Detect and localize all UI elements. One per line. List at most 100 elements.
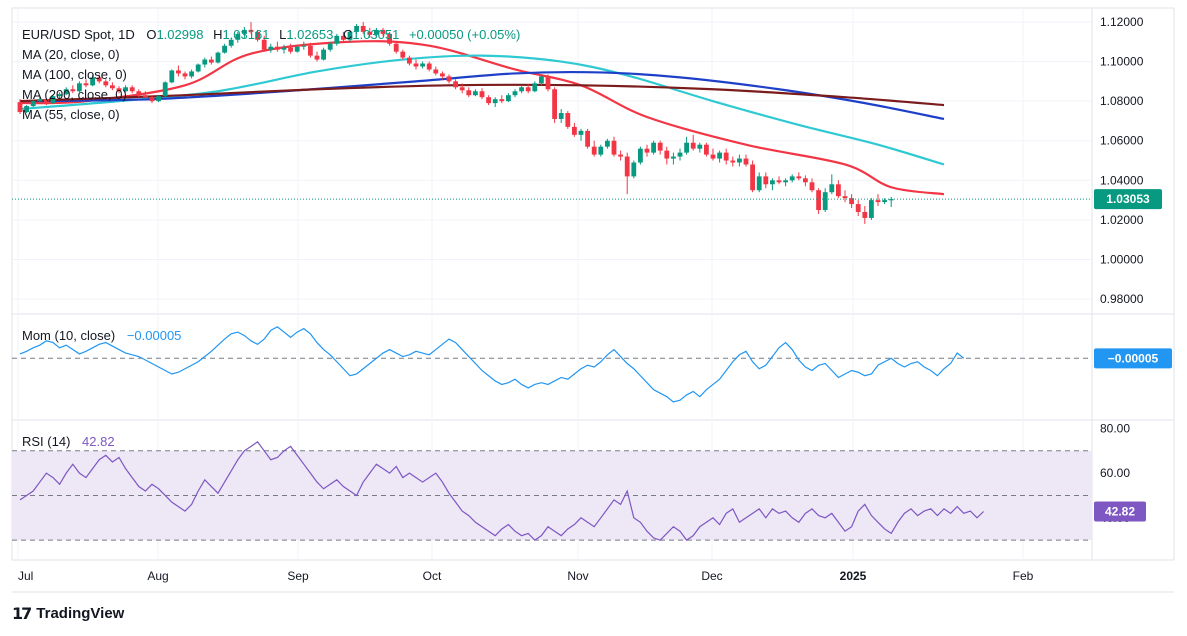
candle [70,85,76,94]
brand-logo[interactable]: 17 TradingView [12,604,124,623]
candle [789,174,795,183]
ma55-line [19,54,945,166]
rsi-legend-label[interactable]: RSI (14) [22,434,70,449]
candle [426,61,432,72]
candle-body [387,33,392,44]
candle-body [90,77,95,86]
price-tick-label: 1.10000 [1100,55,1144,69]
candle [869,198,874,220]
candle-body [360,25,366,32]
candle-body [591,146,597,155]
candle-body [809,182,815,191]
candle [202,57,208,68]
candle [506,93,511,103]
candle [321,47,326,61]
candle-body [783,180,788,183]
candle-body [17,102,23,113]
candle [525,84,531,94]
rsi-indicator [19,441,985,541]
candle-body [215,52,221,63]
candle [875,194,881,207]
candle [334,33,340,46]
close-value: 1.03051 [352,27,399,42]
candle [30,100,36,108]
mom-value-tag: −0.00005 [1094,348,1172,369]
candle-body [103,81,109,86]
candle [631,160,637,179]
candle [453,79,458,90]
candle-body [664,150,670,159]
candle-body [248,29,254,32]
candle [314,51,320,62]
candle [651,140,656,155]
rsi-band [12,450,1092,541]
time-tick-label: Dec [701,569,722,583]
price-tick-label: 0.98000 [1100,292,1144,306]
candle [50,95,56,105]
ma55-legend[interactable]: MA (55, close, 0) [22,107,120,122]
moving-averages [19,40,945,196]
candle-body [888,199,894,201]
candle-body [572,126,577,135]
ma200-legend[interactable]: MA (200, close, 0) [22,87,127,102]
candle [750,160,755,193]
candle-body [314,55,320,60]
candle-body [803,178,808,183]
candle [44,98,49,106]
tradingview-logo-icon: 17 [12,604,32,623]
candle [717,150,722,163]
candle [400,49,406,60]
candle-body [723,152,729,161]
candle [783,178,788,187]
candle [255,29,260,42]
price-tick-label: 1.06000 [1100,134,1144,148]
candle-body [816,190,821,211]
candle-body [677,152,683,157]
candle-body [657,142,663,151]
candle-body [261,39,267,50]
candle-body [420,63,425,67]
candle [110,82,115,91]
candle-body [585,130,590,147]
candle [618,150,623,161]
candle-body [730,160,736,163]
candle [136,89,142,98]
candle [96,74,102,84]
candle-body [334,35,340,44]
low-value: 1.02653 [286,27,333,42]
candle-body [605,140,610,147]
candle [162,81,168,98]
candle [479,88,485,100]
candle-body [539,76,544,84]
candle [492,97,498,108]
candle-body [446,76,452,82]
candle [156,95,161,103]
svg-text:RSI (14) 42.82: RSI (14) 42.82 [22,434,115,449]
time-tick-label: Sep [287,569,309,583]
candle-body [842,196,848,199]
mom-last-value: −0.00005 [1108,351,1159,365]
time-tick-label: Aug [147,569,168,583]
candle [770,178,775,191]
candle [195,63,201,73]
mom-legend-label[interactable]: Mom (10, close) [22,328,115,343]
candle-body [176,70,181,74]
candle [578,128,584,141]
candle [387,31,392,46]
candle-body [37,99,43,102]
candle-body [440,73,445,77]
candle [103,79,109,88]
candle [123,85,128,93]
candle [77,81,82,93]
candle-body [875,200,881,203]
candle-body [149,97,155,102]
symbol-title[interactable]: EUR/USD Spot, 1D [22,27,135,42]
candle [413,59,419,70]
candle [499,95,505,104]
candle [743,154,749,167]
ma100-legend[interactable]: MA (100, close, 0) [22,67,127,82]
ma20-legend[interactable]: MA (20, close, 0) [22,47,120,62]
candle-body [796,176,802,179]
time-tick-label: Jul [18,569,33,583]
candle-body [776,180,782,183]
